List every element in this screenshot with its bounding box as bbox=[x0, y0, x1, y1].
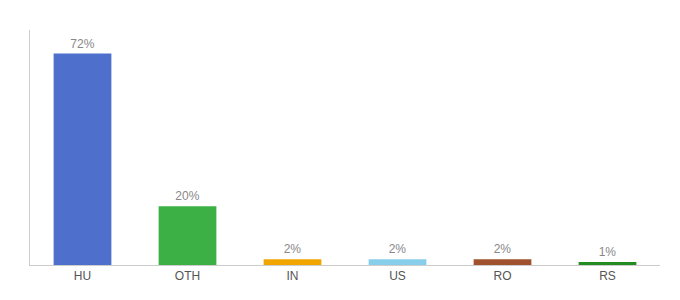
svg-text:RO: RO bbox=[494, 269, 512, 283]
svg-text:RS: RS bbox=[599, 269, 616, 283]
svg-text:72%: 72% bbox=[70, 37, 94, 51]
svg-text:OTH: OTH bbox=[175, 269, 200, 283]
svg-text:2%: 2% bbox=[284, 242, 302, 256]
svg-text:2%: 2% bbox=[494, 242, 512, 256]
svg-text:2%: 2% bbox=[389, 242, 407, 256]
svg-text:20%: 20% bbox=[175, 189, 199, 203]
svg-text:IN: IN bbox=[287, 269, 299, 283]
svg-text:US: US bbox=[389, 269, 406, 283]
svg-text:1%: 1% bbox=[599, 245, 617, 259]
svg-text:HU: HU bbox=[74, 269, 91, 283]
